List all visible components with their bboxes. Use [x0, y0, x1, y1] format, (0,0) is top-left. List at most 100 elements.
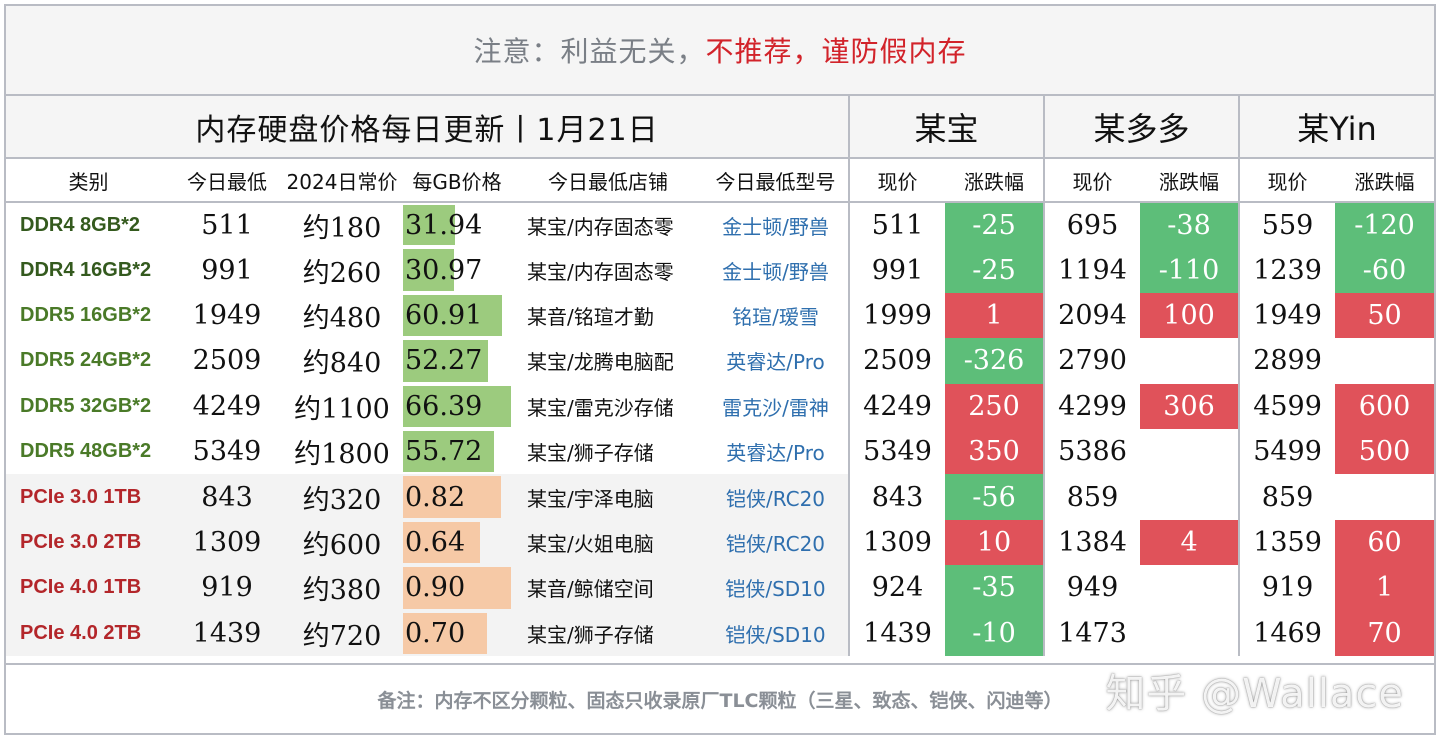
usual-price-cell: 约380: [283, 565, 401, 611]
store3-price-cell: 4599: [1238, 383, 1336, 429]
store1-price-cell: 1439: [848, 610, 946, 656]
usual-price-cell: 约1100: [294, 393, 390, 425]
table-row: DDR5 32GB*2 4249 约1100 66.39 某宝/雷克沙存储 雷克沙/雷神 4…: [6, 383, 1435, 429]
per-gb-value: 0.70: [405, 617, 466, 649]
today-low-cell: 919: [171, 565, 283, 611]
table-title: 内存硬盘价格每日更新丨1月21日: [6, 96, 850, 159]
store2-change-cell: 4: [1140, 519, 1240, 566]
per-gb-bar: [403, 294, 503, 337]
store3-change-cell: 500: [1335, 428, 1435, 475]
col-per-gb: 每GB价格: [401, 158, 513, 203]
per-gb-bar: [403, 385, 511, 427]
per-gb-bar: [403, 476, 502, 518]
low-shop-cell: 某宝/狮子存储: [527, 441, 654, 466]
store1-change-cell: -25: [945, 247, 1045, 293]
store1-price-cell: 5349: [848, 428, 946, 475]
category-cell: DDR5 24GB*2: [20, 349, 152, 372]
store1-change-cell: 10: [945, 519, 1045, 566]
store3-price-cell: 919: [1238, 565, 1336, 611]
store2-change-cell: [1140, 338, 1239, 383]
usual-price-cell: 约840: [302, 348, 382, 380]
today-low-cell: 5349: [192, 436, 262, 468]
table-row: DDR5 48GB*2 5349 约1800 55.72 某宝/狮子存储 英睿达/Pro 5…: [6, 428, 1435, 475]
store2-price-cell: 949: [1043, 565, 1141, 611]
today-low-cell: 511: [201, 209, 253, 241]
per-gb-bar: [403, 430, 494, 473]
store-header-2: 某多多: [1043, 96, 1240, 159]
store1-change-cell: -10: [945, 610, 1045, 656]
store1-price-cell: 843: [848, 474, 946, 520]
col-low-model: 今日最低型号: [703, 158, 850, 203]
store1-change-cell: -25: [945, 202, 1045, 248]
store1-price-cell: 1999: [848, 292, 946, 339]
store2-price-cell: 4299: [1043, 383, 1141, 429]
low-model-cell: 铠侠/SD10: [703, 610, 850, 656]
usual-price-cell: 约260: [302, 257, 382, 289]
table-row: DDR5 24GB*2 2509 约840 52.27 某宝/龙腾电脑配 英睿达/Pro 2…: [6, 338, 1434, 384]
today-low-cell: 1949: [192, 299, 262, 331]
table-row: DDR4 16GB*2 991 约260 30.97 某宝/内存固态零 金士顿/野兽 991…: [6, 247, 1435, 293]
category-cell: PCIe 3.0 2TB: [6, 519, 171, 566]
store1-price-cell: 511: [848, 202, 946, 248]
per-gb-cell: 0.64: [401, 519, 513, 566]
col-category: 类别: [6, 158, 171, 203]
per-gb-value: 0.82: [405, 481, 466, 513]
table-row: PCIe 3.0 1TB 843 约320 0.82 某宝/宇泽电脑 铠侠/RC20 843…: [6, 474, 1434, 520]
low-model-cell: 英睿达/Pro: [726, 441, 825, 466]
category-cell: DDR5 32GB*2: [20, 394, 152, 417]
store2-price-cell: 1384: [1043, 519, 1141, 566]
store1-change-cell: -56: [945, 474, 1045, 520]
col-store2-change: 涨跌幅: [1140, 158, 1240, 203]
low-shop-cell: 某音/铭瑄才勤: [527, 304, 654, 329]
store-header-1: 某宝: [848, 96, 1045, 159]
usual-price-cell: 约1800: [294, 439, 390, 471]
category-cell: PCIe 3.0 1TB: [6, 474, 171, 520]
table-body: DDR4 8GB*2 511 约180 31.94 某宝/内存固态零 金士顿/野兽 511-…: [6, 202, 1435, 656]
usual-price-cell: 约600: [283, 519, 401, 566]
store1-change-cell: 350: [945, 428, 1045, 475]
low-shop-cell: 某宝/龙腾电脑配: [527, 350, 674, 375]
today-low-cell: 1309: [171, 519, 283, 566]
low-shop-cell: 某宝/狮子存储: [513, 610, 703, 656]
store2-price-cell: 2790: [1043, 338, 1141, 384]
per-gb-bar: [403, 567, 511, 609]
low-model-cell: 铠侠/RC20: [703, 519, 850, 566]
col-store3-price: 现价: [1238, 158, 1336, 203]
store2-change-cell: [1140, 565, 1239, 610]
price-sheet: 注意：利益无关， 不推荐，谨防假内存 内存硬盘价格每日更新丨1月21日 某宝 某…: [4, 4, 1436, 735]
low-shop-cell: 某宝/雷克沙存储: [527, 395, 674, 420]
category-cell: PCIe 4.0 1TB: [6, 565, 171, 611]
low-model-cell: 铠侠/RC20: [703, 474, 850, 520]
per-gb-cell: 31.94: [401, 202, 513, 247]
col-store3-change: 涨跌幅: [1335, 158, 1435, 203]
store2-price-cell: 1194: [1043, 247, 1141, 293]
per-gb-value: 0.64: [405, 526, 466, 558]
store3-change-cell: 50: [1335, 292, 1435, 339]
per-gb-bar: [403, 340, 489, 382]
store2-price-cell: 1473: [1043, 610, 1141, 656]
store2-change-cell: -38: [1140, 202, 1240, 248]
per-gb-value: 55.72: [405, 436, 483, 468]
store1-price-cell: 924: [848, 565, 946, 611]
today-low-cell: 1439: [171, 610, 283, 656]
per-gb-bar: [403, 205, 455, 246]
low-shop-cell: 某宝/内存固态零: [527, 259, 674, 284]
notice-banner: 注意：利益无关， 不推荐，谨防假内存: [6, 6, 1434, 96]
category-cell: DDR5 48GB*2: [20, 440, 152, 463]
col-store1-price: 现价: [848, 158, 946, 203]
usual-price-cell: 约720: [283, 610, 401, 656]
store2-change-cell: [1140, 474, 1239, 519]
col-low-shop: 今日最低店铺: [513, 158, 703, 203]
table-row: PCIe 3.0 2TB 1309 约600 0.64 某宝/火姐电脑 铠侠/RC20 13…: [6, 519, 1435, 566]
per-gb-value: 0.90: [405, 572, 466, 604]
today-low-cell: 991: [201, 254, 253, 286]
per-gb-cell: 55.72: [401, 429, 513, 474]
store3-price-cell: 559: [1238, 202, 1336, 248]
low-model-cell: 英睿达/Pro: [726, 350, 825, 375]
usual-price-cell: 约480: [302, 302, 382, 334]
store3-price-cell: 1239: [1238, 247, 1336, 293]
table-row: DDR5 16GB*2 1949 约480 60.91 某音/铭瑄才勤 铭瑄/瑷雪 1999…: [6, 292, 1435, 339]
usual-price-cell: 约180: [302, 212, 382, 244]
low-shop-cell: 某宝/火姐电脑: [513, 519, 703, 566]
store1-price-cell: 991: [848, 247, 946, 293]
